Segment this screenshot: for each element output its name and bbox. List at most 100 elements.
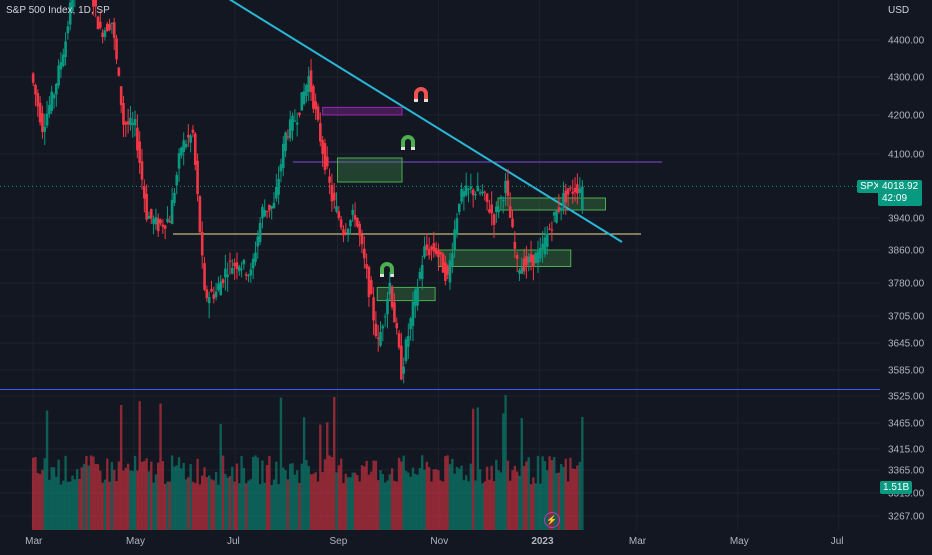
candle-body <box>430 246 433 250</box>
volume-bar <box>397 457 401 530</box>
volume-bar <box>448 464 452 530</box>
magnet-green-icon <box>380 262 394 277</box>
candle-body <box>532 254 535 267</box>
candle-body <box>464 185 468 196</box>
candle-body <box>112 22 116 38</box>
candle-body <box>390 286 394 308</box>
volume-bar <box>279 397 283 530</box>
volume-bar <box>180 468 183 530</box>
candle-body <box>388 282 392 295</box>
candle-body <box>395 323 399 329</box>
candle-body <box>305 84 308 96</box>
x-tick-label: Jul <box>831 536 844 547</box>
volume-bar <box>532 477 535 530</box>
volume-bar <box>175 465 178 530</box>
candle-body <box>277 179 280 195</box>
lightning-icon[interactable]: ⚡ <box>544 512 560 528</box>
candle-body <box>258 222 262 242</box>
candle-body <box>61 54 65 67</box>
volume-bar <box>578 461 582 530</box>
volume-bar <box>478 469 482 530</box>
volume-bar <box>485 466 489 530</box>
candle-body <box>418 271 422 279</box>
candle-body <box>64 41 67 58</box>
candle-body <box>527 256 531 263</box>
volume-bar <box>258 484 262 530</box>
candle-body <box>381 326 385 329</box>
candle-body <box>281 143 285 169</box>
volume-bar <box>157 462 160 530</box>
candle-body <box>474 193 477 196</box>
candle-body <box>36 93 40 107</box>
candle-body <box>184 143 188 148</box>
volume-bar <box>321 472 324 530</box>
candle-body <box>425 244 429 250</box>
candle-body <box>182 140 185 152</box>
volume-bar <box>439 480 442 530</box>
candle-body <box>198 196 202 232</box>
candle-body <box>270 206 273 209</box>
last-price-value: 4018.92 <box>882 181 919 192</box>
candle-body <box>226 274 229 277</box>
volume-bar <box>404 470 408 530</box>
candle-body <box>342 229 345 236</box>
candle-body <box>43 126 47 132</box>
candle-body <box>490 204 493 214</box>
candle-body <box>548 228 551 230</box>
symbol-title[interactable]: S&P 500 Index, 1D, SP <box>6 5 110 16</box>
volume-bar <box>119 405 123 530</box>
volume-bar <box>566 481 570 530</box>
candle-body <box>205 289 209 299</box>
volume-bar <box>73 479 77 530</box>
candle-body <box>437 250 440 258</box>
volume-bar <box>418 467 422 530</box>
volume-bar <box>573 469 577 530</box>
candle-body <box>166 218 169 222</box>
volume-bar <box>388 474 391 530</box>
candle-body <box>145 193 148 220</box>
candle-body <box>467 188 470 190</box>
volume-bar <box>113 470 116 530</box>
volume-bar <box>136 470 139 530</box>
candle-body <box>231 267 234 274</box>
zone-box <box>322 106 403 116</box>
candle-body <box>432 243 436 252</box>
volume-bar <box>275 461 278 530</box>
volume-bar <box>207 475 211 530</box>
volume-bar <box>469 463 473 530</box>
volume-bar <box>103 479 107 530</box>
candle-body <box>397 333 401 348</box>
y-tick-label: 4100.00 <box>888 150 925 161</box>
volume-bar <box>529 484 533 530</box>
candle-body <box>469 186 473 189</box>
volume-bar <box>513 465 517 530</box>
volume-bar <box>309 474 313 530</box>
candle-body <box>149 209 153 219</box>
y-tick-label: 3267.00 <box>888 512 925 523</box>
volume-bar <box>31 457 35 530</box>
candle-body <box>92 0 95 7</box>
candle-body <box>332 192 336 201</box>
candle-body <box>247 275 250 277</box>
volume-bar <box>370 471 373 530</box>
volume-bar <box>432 469 435 530</box>
candle-body <box>485 193 489 202</box>
candle-body <box>143 185 146 199</box>
candle-body <box>117 67 121 76</box>
y-tick-label: 3415.00 <box>888 445 925 456</box>
candle-layer <box>31 0 584 384</box>
volume-bar <box>147 471 151 530</box>
volume-bar <box>316 481 320 530</box>
volume-bar <box>522 466 526 530</box>
volume-bar <box>571 468 574 530</box>
spx-symbol-badge: SPX <box>857 180 884 193</box>
volume-bar <box>196 458 199 530</box>
volume-bar <box>182 462 185 530</box>
volume-bar <box>441 481 445 530</box>
candle-body <box>513 241 517 249</box>
volume-bar <box>217 484 220 530</box>
candle-body <box>50 91 53 111</box>
volume-bar <box>339 458 343 530</box>
candle-body <box>129 117 132 126</box>
